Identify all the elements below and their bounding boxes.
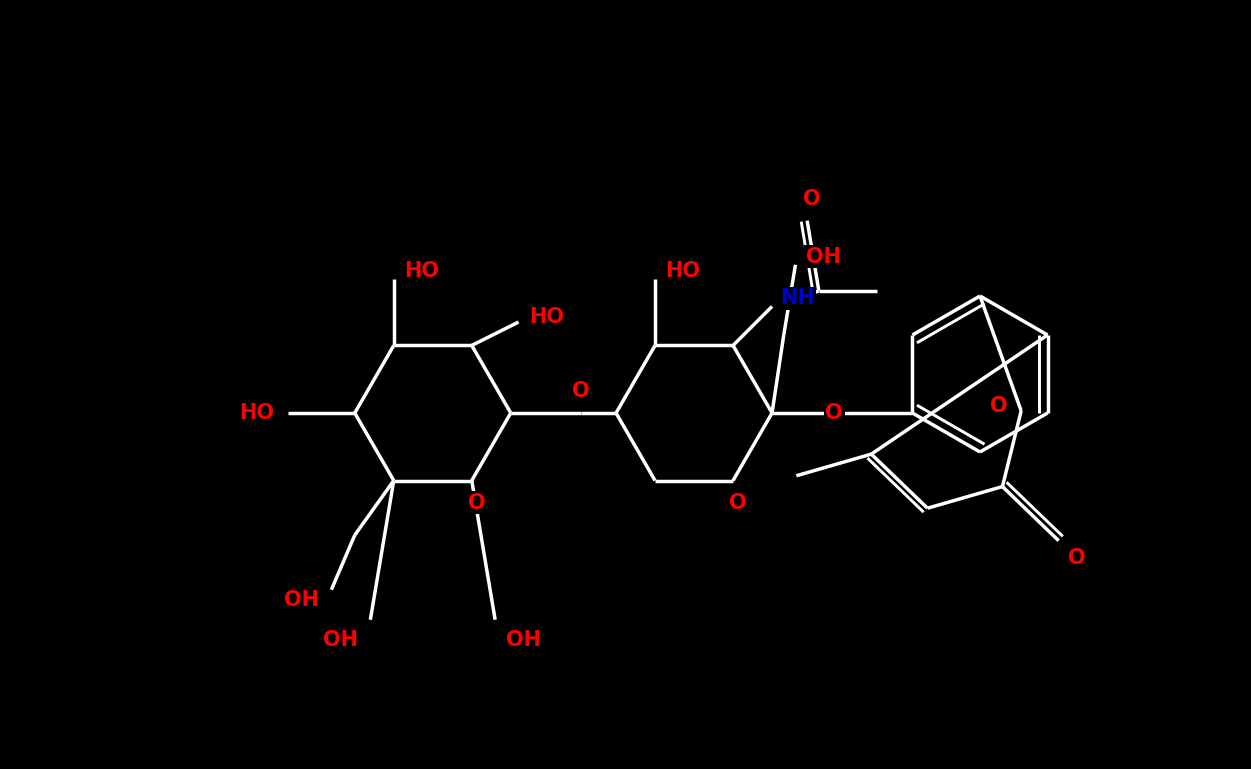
Text: OH: OH	[284, 590, 319, 610]
Text: HO: HO	[404, 261, 439, 281]
Text: NH: NH	[779, 288, 814, 308]
Text: OH: OH	[505, 630, 540, 650]
Text: O: O	[826, 403, 843, 423]
Text: HO: HO	[239, 403, 274, 423]
Text: O: O	[572, 381, 589, 401]
Text: HO: HO	[529, 307, 564, 327]
Text: O: O	[803, 188, 821, 208]
Text: OH: OH	[323, 630, 358, 650]
Text: O: O	[1068, 548, 1086, 568]
Text: OH: OH	[806, 247, 841, 267]
Text: HO: HO	[666, 261, 701, 281]
Text: O: O	[991, 396, 1008, 416]
Text: O: O	[729, 493, 747, 513]
Text: O: O	[468, 493, 485, 513]
